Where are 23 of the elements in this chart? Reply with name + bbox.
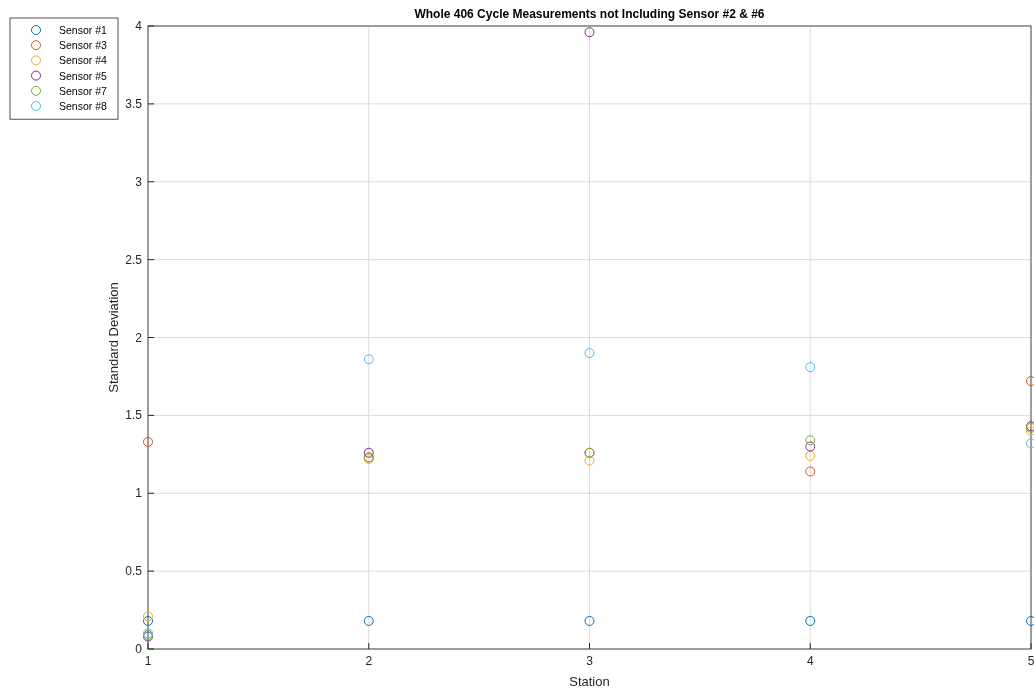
y-tick-label: 1: [135, 486, 143, 501]
legend-label: Sensor #1: [59, 24, 108, 36]
y-tick-label: 3: [135, 174, 143, 189]
y-axis-title: Standard Deviation: [106, 282, 121, 393]
y-tick-label: 2: [135, 330, 143, 345]
y-tick-label: 1.5: [125, 408, 143, 423]
x-tick-label: 5: [1027, 654, 1034, 668]
y-tick-label: 3.5: [125, 96, 143, 111]
legend-label: Sensor #7: [59, 84, 108, 97]
x-axis-title: Station: [569, 674, 610, 689]
y-tick-label: 0: [135, 642, 143, 656]
chart-title: Whole 406 Cycle Measurements not Including Sensor #2 & #6: [414, 7, 765, 21]
legend-label: Sensor #8: [59, 100, 108, 112]
x-tick-label: 1: [144, 654, 152, 668]
y-tick-label: 2.5: [125, 252, 143, 267]
legend-label: Sensor #3: [59, 39, 108, 52]
legend-label: Sensor #5: [59, 69, 108, 82]
x-tick-label: 2: [365, 654, 373, 668]
y-tick-label: 0.5: [125, 564, 143, 579]
legend-label: Sensor #4: [59, 54, 108, 67]
x-tick-label: 3: [586, 654, 594, 668]
x-tick-label: 4: [806, 654, 814, 668]
y-tick-label: 4: [135, 19, 143, 33]
